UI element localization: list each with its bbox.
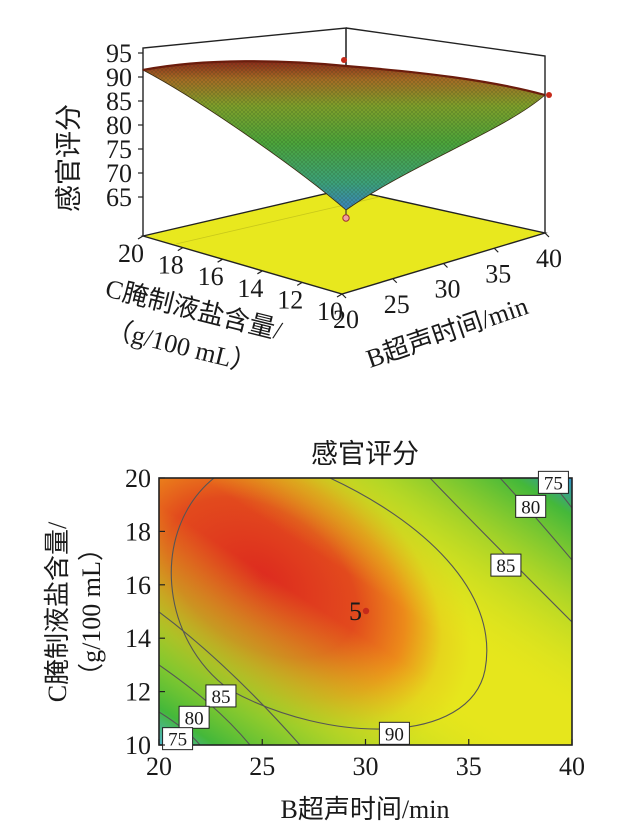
contour-label-box [162,727,194,751]
contour-label-box [490,553,522,577]
design-point-top [341,57,347,63]
y-tick-label-3d: 14 [237,274,263,303]
y-tick-mark-3d [336,293,343,298]
y-tick-mark-3d [257,270,263,275]
contour-label-85: 85 [205,684,237,708]
x-tick-mark-3d [341,293,347,299]
contour-x-ticks: 20 25 30 35 40 [146,739,585,781]
contour-y-tick-label: 12 [125,678,151,707]
x-tick-label-3d: 25 [384,290,410,319]
contour-label-box [515,494,547,518]
x-tick-label-3d: 40 [536,244,562,273]
surface-mesh [143,61,545,211]
x-tick-label-3d: 35 [485,259,511,288]
contour-y-ticks: 10 12 14 16 18 20 [125,464,165,760]
contour-y-axis-label-line2: （g/100 mL） [77,535,106,689]
contour-x-tick-label: 35 [456,752,482,781]
y-tick-mark-3d [296,281,303,286]
contour-label-box [178,705,210,729]
y-tick-label-3d: 16 [198,262,224,291]
contour-label-text: 85 [211,687,230,708]
z-tick-label: 90 [106,63,132,92]
x-tick-mark-3d [392,278,398,284]
z-tick-label: 80 [106,111,132,140]
x-tick-label-3d: 20 [333,305,359,334]
x-tick-mark-3d [493,247,499,253]
contour-y-tick-label: 10 [125,731,151,760]
contour-label-box [205,684,237,708]
x-axis-ticks-3d: 20 25 30 35 40 [333,232,562,334]
contour-label-box [537,470,569,494]
x-tick-label-3d: 30 [435,275,461,304]
contour-label-75: 75 [537,470,569,494]
y-axis-ticks-3d: 20 18 16 14 12 10 [118,235,343,326]
z-tick-label: 75 [106,135,132,164]
contour-x-axis-label: B超声时间/min [280,795,449,824]
y-tick-label-3d: 10 [317,297,343,326]
z-axis-label: 感官评分 [54,104,84,212]
y-tick-label-3d: 12 [277,285,303,314]
contour-x-tick-label: 40 [559,752,585,781]
design-point-right [546,92,552,98]
contour-label-80: 80 [515,494,547,518]
z-tick-label: 70 [106,159,132,188]
design-point-bottom [342,214,350,222]
y-tick-mark-3d [137,235,144,240]
x-tick-mark-3d [544,232,550,238]
contour-x-tick-label: 30 [353,752,379,781]
contour-y-tick-label: 16 [125,571,151,600]
contour-label-text: 80 [185,708,204,729]
contour-x-tick-label: 20 [146,752,172,781]
contour-label-text: 75 [544,473,563,494]
contour-title: 感官评分 [311,439,419,469]
contour-y-tick-label: 18 [125,517,151,546]
center-point-label: 5 [349,597,362,626]
contour-x-tick-label: 25 [249,752,275,781]
x-tick-mark-3d [443,263,448,268]
y-tick-label-3d: 18 [158,251,184,280]
contour-label-75: 75 [162,727,194,751]
y-tick-mark-3d [217,258,223,263]
back-wall-right [345,27,546,233]
contour-line-85-bl [159,611,301,745]
contour-label-85: 85 [490,553,522,577]
contour-label-text: 85 [496,556,515,577]
surface-top-edge [142,60,546,97]
contour-line-80-tr [499,478,572,561]
contour-label-90: 90 [378,721,410,745]
y-tick-mark-3d [177,247,184,252]
y-tick-label-3d: 20 [118,239,144,268]
contour-label-80: 80 [178,705,210,729]
contour-label-box [378,721,410,745]
contour-y-tick-label: 14 [125,624,151,653]
contour-y-tick-label: 20 [125,464,151,493]
contour-label-text: 75 [168,730,187,751]
z-tick-label: 65 [106,183,132,212]
contour-y-axis-label-line1: C腌制液盐含量/ [43,521,72,702]
center-point-marker [362,607,370,615]
z-tick-label: 95 [106,39,132,68]
contour-label-text: 80 [521,497,540,518]
z-tick-label: 85 [106,87,132,116]
contour-label-text: 90 [385,724,404,745]
